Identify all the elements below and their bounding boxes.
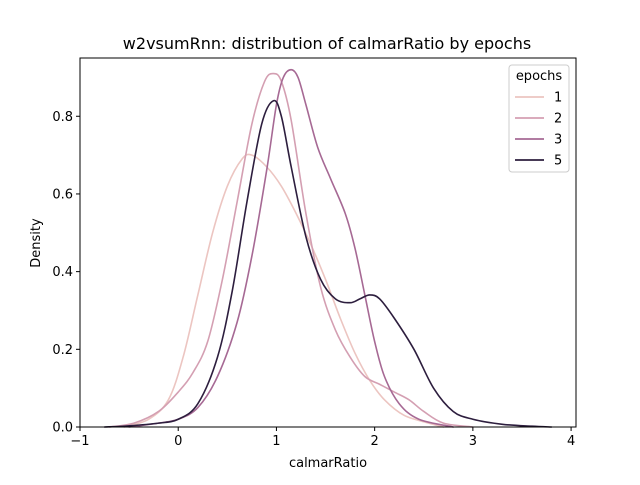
series-line-epochs-5 [103, 99, 553, 428]
legend-label-epochs-2: 2 [554, 112, 562, 127]
x-tick-label: 3 [469, 434, 477, 449]
y-tick-label: 0.2 [52, 343, 73, 358]
x-tick-label: 2 [371, 434, 379, 449]
x-tick-label: 0 [174, 434, 182, 449]
x-axis-label: calmarRatio [289, 456, 367, 471]
legend: epochs 1 2 3 5 [508, 64, 570, 173]
plot-frame [79, 57, 577, 428]
ticks-layer: −1 0 1 2 3 4 0.0 0.2 0.4 0.6 0.8 [52, 110, 575, 449]
legend-label-epochs-5: 5 [554, 154, 562, 169]
legend-title: epochs [516, 69, 563, 84]
y-tick-label: 0.0 [52, 421, 73, 436]
x-tick-label: 1 [272, 434, 280, 449]
series-layer [103, 68, 553, 428]
x-tick-label: −1 [70, 434, 89, 449]
series-line-epochs-1 [123, 153, 445, 428]
y-axis-label: Density [29, 218, 44, 268]
y-tick-label: 0.8 [52, 110, 73, 125]
y-tick-label: 0.4 [52, 265, 73, 280]
legend-label-epochs-3: 3 [554, 133, 562, 148]
legend-items: 1 2 3 5 [515, 91, 562, 169]
chart-title: w2vsumRnn: distribution of calmarRatio b… [123, 34, 531, 53]
legend-label-epochs-1: 1 [554, 91, 562, 106]
y-tick-label: 0.6 [52, 187, 73, 202]
x-tick-label: 4 [567, 434, 575, 449]
series-line-epochs-3 [128, 68, 455, 428]
series-line-epochs-2 [108, 72, 474, 428]
